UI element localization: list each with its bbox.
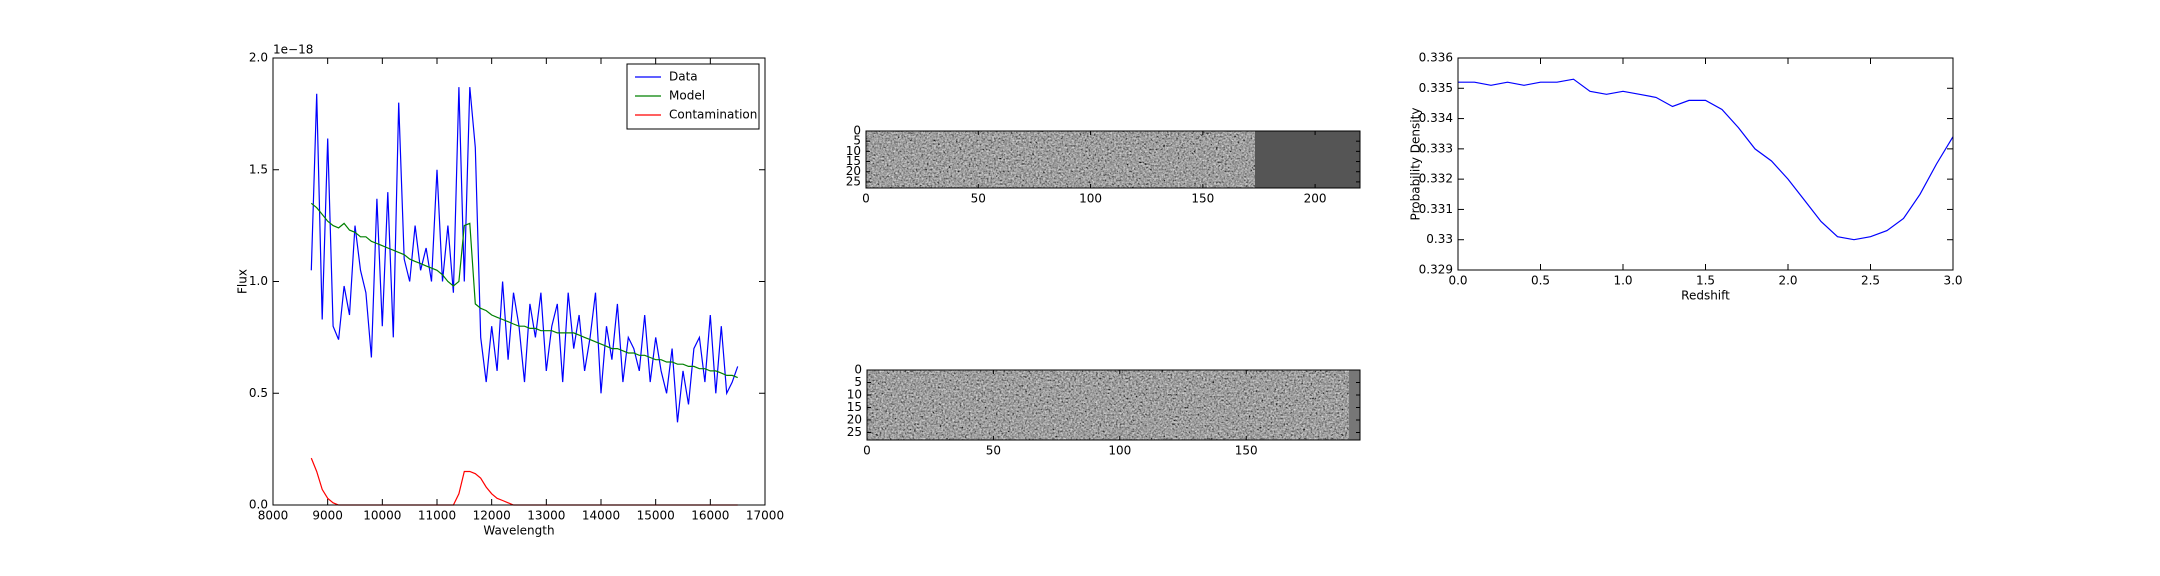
series-line [310,87,739,423]
x-tick-label: 3.0 [1943,274,1962,288]
legend-label: Data [669,70,698,84]
x-tick-label: 13000 [527,509,565,523]
series-line [310,457,738,506]
y-tick-label: 15 [846,154,861,168]
x-tick-label: 150 [1191,192,1214,206]
y-tick-label: 0.33 [1426,232,1453,246]
x-tick-label: 0.0 [1448,274,1467,288]
x-tick-label: 0 [863,444,871,458]
y-tick-label: 0 [854,363,862,377]
x-tick-label: 0.5 [1531,274,1550,288]
axes-frame [1457,57,1954,271]
x-tick-label: 200 [1304,192,1327,206]
x-tick-label: 10000 [363,509,401,523]
x-tick-label: 100 [1079,192,1102,206]
x-tick-label: 16000 [691,509,729,523]
y-axis-label: Probability Density [1409,108,1423,221]
x-tick-label: 50 [986,444,1001,458]
spectrum-image-1 [866,131,1360,188]
x-tick-label: 100 [1108,444,1131,458]
spectrum-image-2 [867,370,1360,440]
y-tick-label: 0.331 [1419,202,1453,216]
y-tick-label: 1.0 [249,274,268,288]
axes-frame [865,130,1361,189]
x-tick-label: 1.5 [1696,274,1715,288]
y-tick-label: 0.333 [1419,141,1453,155]
y-tick-label: 0.336 [1419,51,1453,65]
y-tick-label: 10 [846,144,861,158]
x-axis-label: Wavelength [483,524,554,538]
y-tick-label: 0.329 [1419,263,1453,277]
x-axis-label: Redshift [1681,289,1730,303]
x-tick-label: 14000 [582,509,620,523]
axes-frame [866,369,1361,441]
x-tick-label: 12000 [473,509,511,523]
padding [1255,131,1360,188]
x-tick-label: 0 [862,192,870,206]
x-tick-label: 2.5 [1861,274,1880,288]
y-tick-label: 0 [853,124,861,138]
y-tick-label: 20 [846,164,861,178]
x-tick-label: 9000 [312,509,343,523]
y-axis-label: Flux [236,269,250,294]
y-tick-label: 10 [847,388,862,402]
padding [1349,370,1360,440]
x-tick-label: 8000 [258,509,289,523]
y-tick-label: 20 [847,413,862,427]
y-tick-label: 0.334 [1419,111,1453,125]
offset-label: 1e−18 [273,43,313,57]
noise-image [867,370,1360,440]
x-tick-label: 17000 [746,509,784,523]
y-tick-label: 0.0 [249,498,268,512]
y-tick-label: 0.332 [1419,172,1453,186]
x-tick-label: 2.0 [1778,274,1797,288]
y-tick-label: 2.0 [249,51,268,65]
axes-frame [272,57,766,506]
y-tick-label: 0.5 [249,386,268,400]
y-tick-label: 5 [853,134,861,148]
y-tick-label: 15 [847,400,862,414]
y-tick-label: 25 [847,425,862,439]
x-tick-label: 150 [1235,444,1258,458]
x-tick-label: 1.0 [1613,274,1632,288]
legend-label: Model [669,89,705,103]
x-tick-label: 15000 [637,509,675,523]
y-tick-label: 5 [854,375,862,389]
legend-label: Contamination [669,108,757,122]
y-tick-label: 0.335 [1419,81,1453,95]
series-line [310,202,738,379]
x-tick-label: 11000 [418,509,456,523]
x-tick-label: 50 [971,192,986,206]
y-tick-label: 1.5 [249,162,268,176]
y-tick-label: 25 [846,174,861,188]
series-line [1458,78,1954,241]
